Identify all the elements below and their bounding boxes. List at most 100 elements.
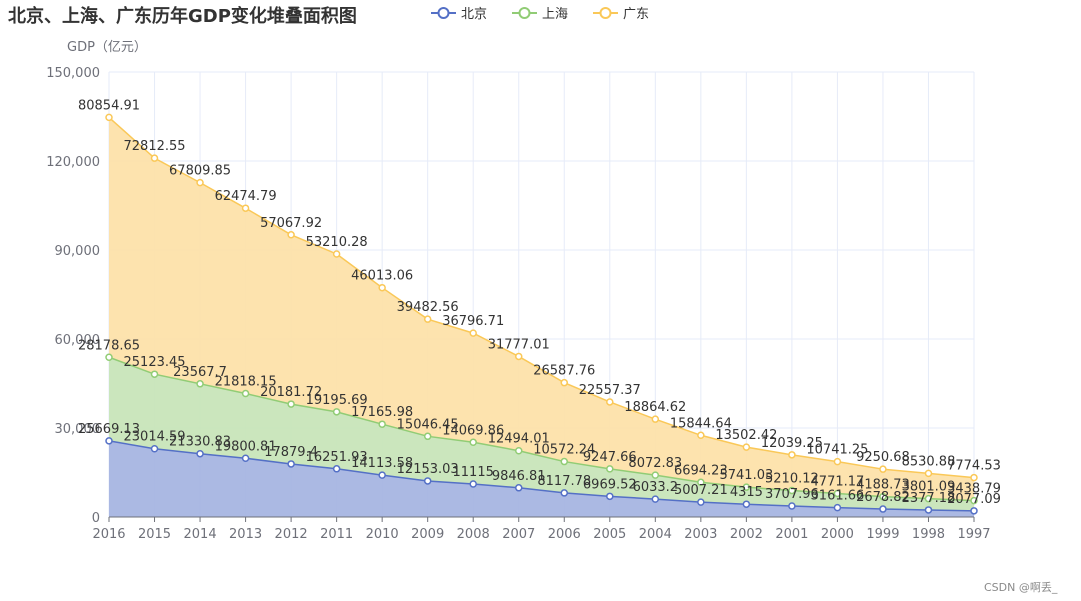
data-point — [697, 431, 705, 440]
data-label: 9250.68 — [856, 450, 910, 465]
area-3 — [109, 117, 974, 501]
data-label: 2678.82 — [856, 490, 910, 505]
data-label: 4315 — [730, 485, 763, 500]
x-tick-label: 2013 — [229, 527, 262, 542]
data-point — [196, 449, 204, 458]
x-tick-label: 2004 — [639, 527, 672, 542]
data-point — [606, 465, 614, 473]
y-tick-label: 120,000 — [46, 155, 100, 170]
data-point — [742, 483, 751, 491]
data-point — [788, 502, 796, 510]
data-point — [833, 503, 842, 512]
data-label: 5007.21 — [674, 483, 728, 498]
watermark-text: CSDN @啊丢_ — [984, 581, 1058, 594]
data-point — [423, 315, 432, 323]
data-point — [833, 457, 842, 466]
data-label: 2377.18 — [902, 491, 956, 506]
x-tick-label: 2002 — [730, 527, 763, 542]
x-tick-label: 2008 — [457, 527, 490, 542]
legend-marker — [599, 7, 612, 19]
data-label: 12039.25 — [761, 436, 823, 451]
data-label: 67809.85 — [169, 164, 231, 179]
data-point — [514, 446, 523, 455]
data-label: 15844.64 — [670, 416, 732, 431]
data-label: 57067.92 — [260, 216, 322, 231]
data-label: 6694.23 — [674, 463, 728, 478]
data-point — [196, 380, 204, 388]
x-tick-label: 1999 — [866, 527, 899, 542]
data-label: 62474.79 — [215, 189, 277, 204]
y-tick-label: 0 — [92, 511, 100, 526]
data-point — [651, 495, 660, 503]
data-point — [970, 473, 978, 482]
data-point — [378, 471, 386, 479]
data-point — [651, 471, 660, 479]
data-label: 19195.69 — [306, 393, 368, 408]
data-point — [879, 505, 887, 513]
data-label: 17879.4 — [264, 445, 318, 460]
data-point — [423, 432, 432, 441]
data-point — [970, 496, 978, 505]
x-tick-label: 2005 — [593, 527, 626, 542]
data-point — [105, 437, 113, 445]
data-label: 3801.09 — [902, 480, 956, 495]
data-label: 22557.37 — [579, 383, 641, 398]
data-label: 72812.55 — [124, 139, 186, 154]
y-tick-label: 30,000 — [55, 422, 101, 437]
data-label: 25123.45 — [124, 355, 186, 370]
data-label: 8117.78 — [537, 474, 591, 489]
x-tick-label: 1997 — [957, 527, 990, 542]
data-point — [788, 451, 796, 459]
data-point — [879, 492, 887, 501]
data-label: 80854.91 — [78, 98, 140, 113]
data-label: 15046.45 — [397, 417, 459, 432]
data-label: 20181.72 — [260, 385, 322, 400]
data-label: 4771.17 — [811, 474, 865, 489]
x-tick-label: 2007 — [502, 527, 535, 542]
area-layers — [108, 116, 975, 517]
data-point — [788, 486, 796, 495]
y-tick-label: 90,000 — [55, 244, 101, 259]
data-label: 19800.81 — [215, 439, 277, 454]
x-tick-label: 2003 — [684, 527, 717, 542]
data-point — [514, 484, 523, 492]
data-point — [560, 489, 569, 497]
chart-title: 北京、上海、广东历年GDP变化堆叠面积图 — [8, 5, 357, 27]
data-label: 53210.28 — [306, 235, 368, 250]
legend-marker — [518, 7, 531, 19]
data-label: 5741.03 — [719, 468, 773, 483]
data-point — [378, 420, 386, 428]
x-tick-label: 2015 — [138, 527, 171, 542]
data-point — [196, 178, 204, 187]
data-point — [150, 154, 159, 162]
data-label: 28178.65 — [78, 338, 140, 353]
data-label: 7774.53 — [947, 459, 1001, 474]
data-label: 36796.71 — [442, 314, 504, 329]
data-label: 26587.76 — [533, 364, 595, 379]
data-point — [469, 438, 477, 447]
data-point — [287, 460, 295, 468]
data-point — [560, 378, 569, 387]
data-label: 31777.01 — [488, 337, 550, 352]
data-point — [150, 370, 159, 378]
data-label: 16251.93 — [306, 450, 368, 465]
data-label: 10741.25 — [806, 443, 868, 458]
series-line-3 — [108, 116, 975, 479]
data-point — [469, 329, 477, 337]
data-point — [742, 443, 751, 451]
data-point — [105, 353, 113, 362]
y-axis-label: GDP（亿元） — [67, 40, 147, 55]
data-label: 14069.86 — [442, 423, 504, 438]
data-point — [833, 489, 842, 498]
x-tick-label: 1998 — [912, 527, 945, 542]
legend: 北京 上海 广东 — [431, 7, 649, 22]
data-point — [241, 454, 250, 463]
x-tick-label: 2006 — [548, 527, 581, 542]
data-point — [697, 478, 705, 487]
data-label: 10572.24 — [533, 443, 595, 458]
data-point — [469, 480, 477, 488]
data-label: 14113.58 — [351, 456, 413, 471]
data-point — [423, 477, 432, 485]
data-point — [651, 415, 660, 423]
